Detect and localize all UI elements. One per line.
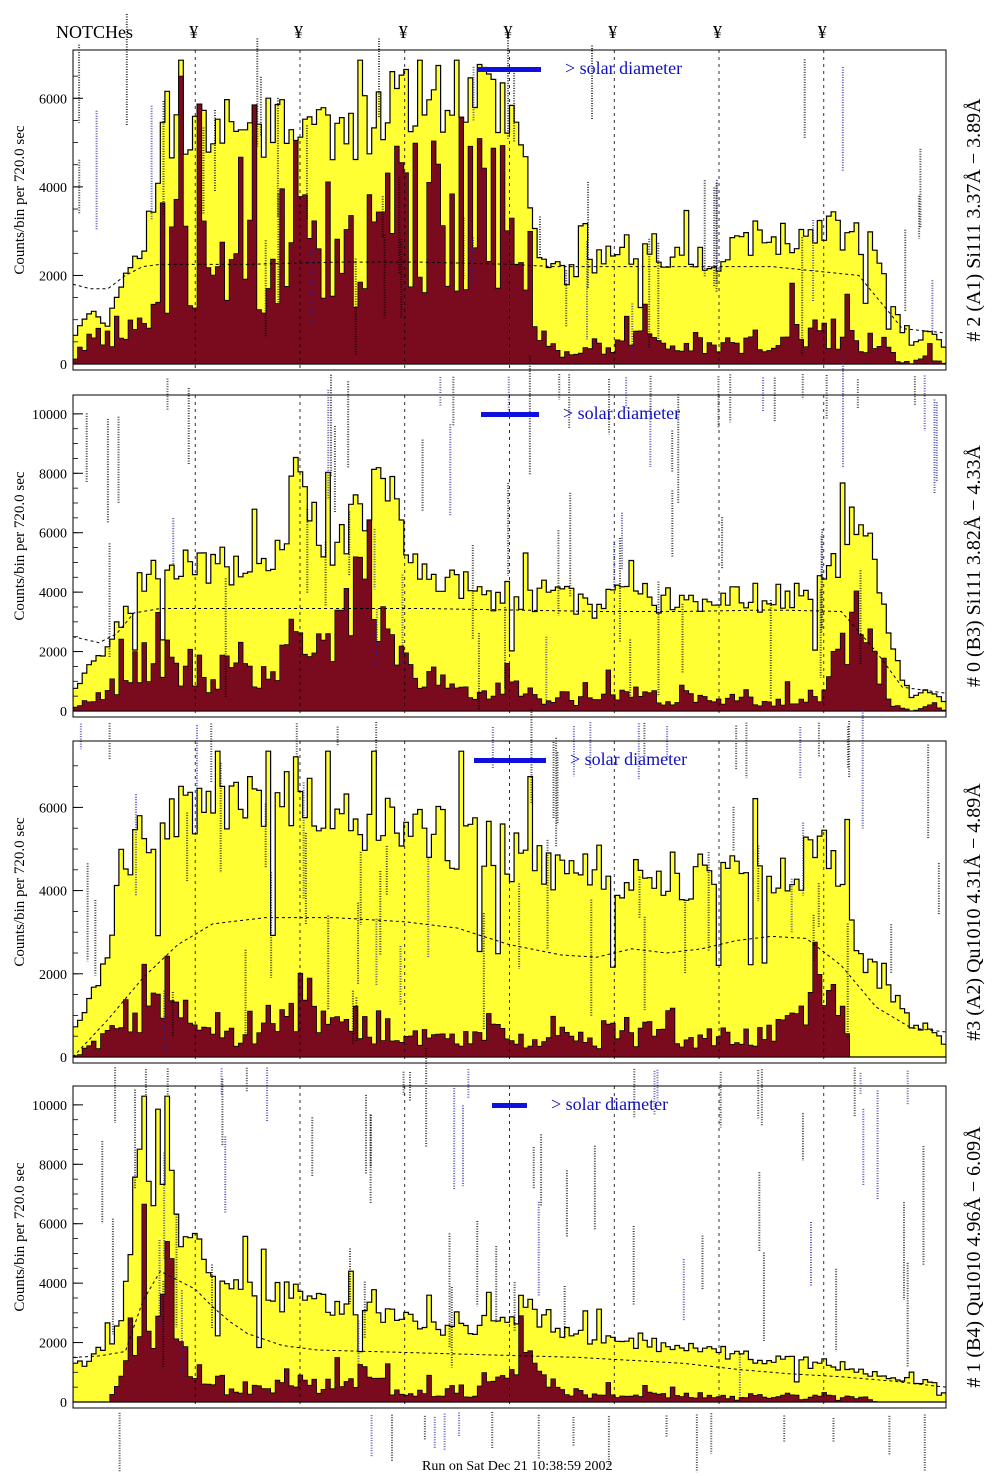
mean-curve — [73, 261, 946, 334]
y-axis-label: Counts/bin per 720.0 sec — [12, 817, 28, 966]
y-tick-label: 0 — [60, 358, 67, 373]
y-tick-label: 2000 — [39, 269, 67, 284]
selected-counts-histogram — [73, 941, 946, 1058]
notch-marker: ¥ — [294, 22, 303, 42]
legend-text: > solar diameter — [563, 403, 680, 423]
notch-marks: ¥ ¥ ¥ ¥ ¥ ¥ ¥ — [189, 22, 827, 42]
y-tick-label: 8000 — [39, 467, 67, 482]
y-tick-label: 8000 — [39, 1158, 67, 1173]
detector-label: # 2 (A1) Si111 3.37Å − 3.89Å — [963, 98, 985, 342]
plot-frame — [72, 49, 947, 371]
annotation-marks — [79, 355, 938, 782]
y-tick-label: 0 — [60, 1396, 67, 1411]
y-tick-label: 2000 — [39, 968, 67, 983]
legend-bar — [474, 758, 546, 763]
notch-marker: ¥ — [713, 22, 722, 42]
y-tick-label: 6000 — [39, 1218, 67, 1233]
legend-text: > solar diameter — [551, 1094, 668, 1114]
y-tick-label: 6000 — [39, 92, 67, 107]
legend-bar — [478, 67, 541, 72]
panel-0: 0 2000 4000 6000 Counts/bin per 720.0 sec # 2… — [12, 13, 985, 435]
detector-label: #3 (A2) Qu1010 4.31Å − 4.89Å — [963, 783, 985, 1041]
plot-area — [73, 1095, 946, 1403]
y-tick-label: 10000 — [32, 408, 67, 423]
detector-label: # 1 (B4) Qu1010 4.96Å − 6.09Å — [963, 1126, 985, 1388]
panel-2: 0 2000 4000 6000 Counts/bin per 720.0 sec #3 … — [12, 709, 985, 1128]
legend-bar — [492, 1103, 527, 1108]
y-tick-label: 0 — [60, 705, 67, 720]
y-tick-label: 0 — [60, 1051, 67, 1066]
legend-text: > solar diameter — [570, 749, 687, 769]
y-tick-label: 4000 — [39, 586, 67, 601]
notches-label: NOTCHes — [56, 22, 133, 42]
mean-curve — [73, 608, 946, 694]
y-tick-label: 4000 — [39, 885, 67, 900]
legend-text: > solar diameter — [565, 58, 682, 78]
panel-1: 0 2000 4000 6000 8000 10000 Counts/bin per 720… — [12, 355, 985, 782]
y-tick-label: 10000 — [32, 1099, 67, 1114]
notch-marker: ¥ — [504, 22, 513, 42]
notch-marker: ¥ — [818, 22, 827, 42]
y-tick-label: 6000 — [39, 527, 67, 542]
selected-counts-histogram — [73, 1203, 946, 1403]
y-axis-label: Counts/bin per 720.0 sec — [12, 125, 28, 274]
annotation-marks — [101, 1048, 926, 1473]
mean-curve — [73, 1270, 946, 1388]
legend-bar — [481, 412, 539, 417]
notch-marker: ¥ — [189, 22, 198, 42]
selected-counts-histogram — [73, 519, 946, 712]
notch-marker: ¥ — [608, 22, 617, 42]
y-axis-label: Counts/bin per 720.0 sec — [12, 471, 28, 620]
panel-3: 0 2000 4000 6000 8000 10000 Counts/bin per 720… — [12, 1048, 985, 1473]
plot-frame — [72, 394, 947, 718]
plot-frame — [72, 740, 947, 1064]
y-axis-label: Counts/bin per 720.0 sec — [12, 1162, 28, 1311]
notch-marker: ¥ — [399, 22, 408, 42]
plot-frame — [72, 1085, 947, 1409]
detector-label: # 0 (B3) Si111 3.82Å − 4.33Å — [963, 444, 985, 687]
y-tick-label: 2000 — [39, 1337, 67, 1352]
total-counts-histogram — [73, 1095, 946, 1403]
panels: 0 2000 4000 6000 Counts/bin per 720.0 sec # 2… — [12, 13, 985, 1473]
run-timestamp: Run on Sat Dec 21 10:38:59 2002 — [422, 1459, 613, 1474]
y-tick-label: 6000 — [39, 801, 67, 816]
y-tick-label: 4000 — [39, 1277, 67, 1292]
y-tick-label: 4000 — [39, 181, 67, 196]
annotation-marks — [78, 13, 934, 435]
y-tick-label: 2000 — [39, 646, 67, 661]
